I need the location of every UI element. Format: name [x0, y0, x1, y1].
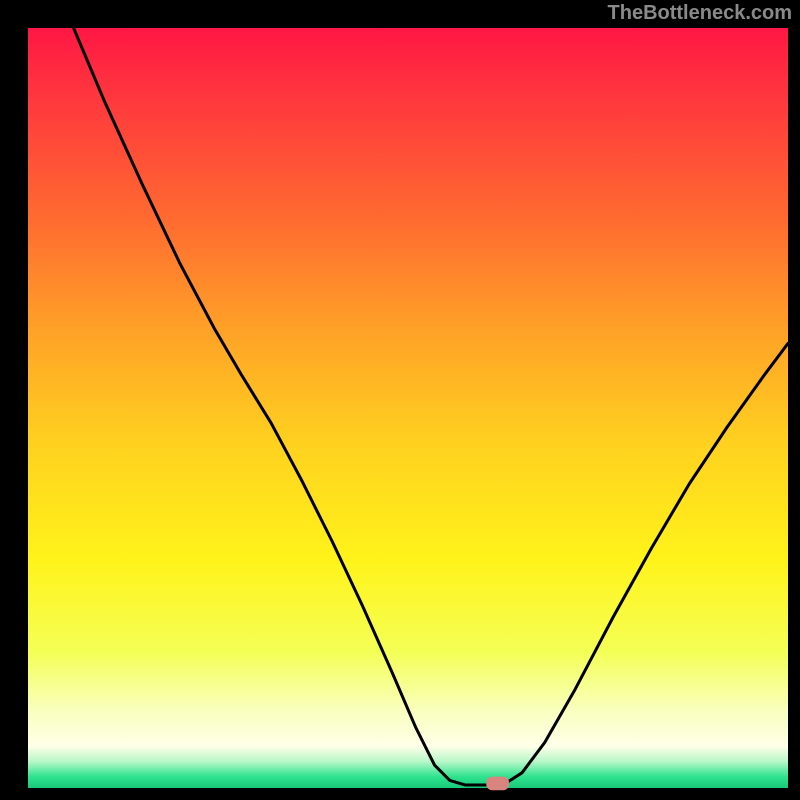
chart-frame: TheBottleneck.com [0, 0, 800, 800]
optimum-marker [486, 777, 509, 791]
gradient-background [28, 28, 788, 788]
bottleneck-chart [0, 0, 800, 800]
watermark-text: TheBottleneck.com [608, 2, 792, 25]
